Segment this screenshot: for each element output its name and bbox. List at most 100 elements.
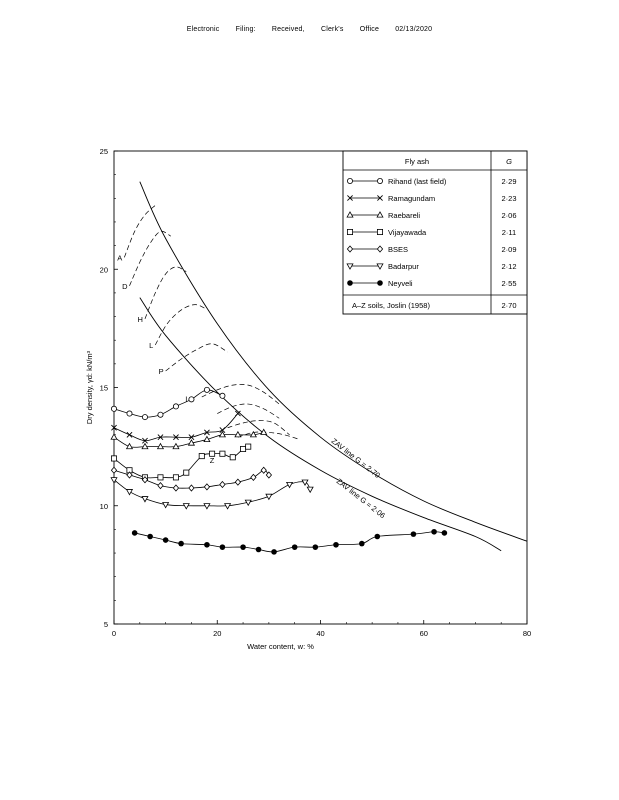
soil-curve	[237, 431, 300, 440]
legend-series-g: 2·29	[501, 177, 516, 186]
legend-footer-g: 2·70	[501, 301, 516, 310]
data-point	[271, 549, 277, 555]
soil-curves: A D H L P I Z	[117, 205, 300, 465]
legend-series-name: Vijayawada	[388, 228, 427, 237]
data-point	[219, 544, 226, 550]
data-point	[111, 405, 118, 412]
data-point	[156, 442, 165, 450]
data-point	[188, 484, 195, 492]
data-point	[173, 434, 179, 441]
filing-stamp-word: Electronic	[186, 26, 220, 33]
soil-curve-label: I	[185, 395, 187, 404]
data-point	[301, 479, 309, 487]
data-point	[374, 533, 381, 540]
legend-series-name: Rihand (last field)	[388, 177, 447, 186]
data-point	[110, 477, 118, 484]
legend-series-g: 2·12	[501, 262, 516, 271]
data-point	[178, 540, 184, 547]
soil-curve	[227, 420, 290, 436]
soil-curve-label: A	[117, 253, 122, 262]
data-point	[306, 486, 314, 494]
data-point	[162, 502, 170, 509]
series-line	[113, 479, 311, 507]
y-tick-label: 10	[100, 502, 108, 511]
data-point	[359, 540, 365, 547]
data-point	[240, 544, 246, 550]
legend-swatch-marker	[346, 211, 354, 218]
zav-line-label: ZAV line G = 2·70	[330, 436, 382, 480]
data-point	[244, 499, 252, 507]
data-point	[172, 484, 180, 492]
legend-series-name: Raebareli	[388, 211, 420, 220]
data-point	[234, 430, 242, 438]
x-tick-label: 80	[523, 629, 531, 638]
data-point	[219, 392, 226, 399]
data-point	[198, 453, 205, 460]
data-point	[141, 496, 149, 503]
legend-header-label: Fly ash	[405, 157, 429, 166]
legend-series-name: Ramagundam	[388, 194, 435, 203]
legend-swatch-marker	[376, 177, 383, 184]
data-point	[203, 503, 211, 510]
data-point	[110, 466, 118, 474]
data-point	[182, 503, 190, 510]
soil-curve-label: L	[149, 341, 153, 350]
legend-swatch-marker	[346, 228, 353, 235]
legend-swatch-marker	[347, 280, 353, 286]
data-point	[410, 531, 417, 537]
data-point	[204, 429, 210, 436]
legend-series-g: 2·06	[501, 211, 516, 220]
filing-stamp: Electronic Filing: Received, Clerk's Off…	[0, 26, 619, 33]
data-point	[265, 471, 273, 479]
data-point	[285, 481, 294, 489]
data-point	[265, 493, 273, 501]
data-point	[131, 530, 138, 536]
data-point	[203, 435, 211, 443]
soil-curve	[154, 304, 208, 346]
data-point	[431, 528, 437, 535]
y-tick-label: 20	[100, 265, 108, 274]
data-point	[209, 450, 216, 457]
soil-curve	[123, 205, 156, 258]
data-point	[111, 424, 117, 431]
legend-swatch-marker	[346, 263, 354, 270]
zav-line	[139, 181, 528, 542]
data-point	[223, 503, 232, 510]
data-point	[203, 386, 210, 393]
data-point	[229, 454, 236, 461]
legend-swatch-marker	[377, 280, 383, 286]
data-point	[126, 471, 133, 479]
legend-box	[342, 150, 528, 315]
legend-swatch-marker	[346, 177, 353, 184]
filing-stamp-word: Received,	[271, 26, 305, 33]
x-axis-label: Water content, w: %	[247, 642, 314, 651]
data-point	[260, 466, 267, 474]
y-tick-label: 5	[104, 620, 108, 629]
data-point	[255, 546, 262, 553]
legend-series-g: 2·09	[501, 245, 516, 254]
data-point	[234, 478, 242, 486]
soil-curve	[144, 266, 187, 320]
data-point	[110, 433, 118, 440]
fly-ash-series	[110, 386, 448, 555]
soil-curve-label: D	[122, 282, 128, 291]
x-tick-label: 20	[213, 629, 221, 638]
data-point	[141, 476, 149, 484]
x-tick-label: 60	[420, 629, 428, 638]
data-point	[157, 482, 164, 490]
data-point	[125, 442, 134, 450]
data-point	[188, 396, 195, 403]
soil-curve	[201, 384, 280, 405]
soil-curve	[129, 230, 171, 286]
data-point	[183, 469, 190, 476]
data-point	[172, 442, 180, 450]
data-point	[219, 427, 226, 433]
soil-curve-label: Z	[210, 456, 215, 465]
data-point	[147, 533, 153, 540]
data-point	[260, 428, 268, 435]
data-point	[188, 434, 195, 441]
legend: Fly ash G Rihand (last field) 2·29 Ramagunda…	[342, 150, 528, 315]
filing-stamp-word: Filing:	[235, 26, 256, 33]
data-point	[157, 434, 164, 441]
legend-swatch-marker	[376, 228, 383, 235]
